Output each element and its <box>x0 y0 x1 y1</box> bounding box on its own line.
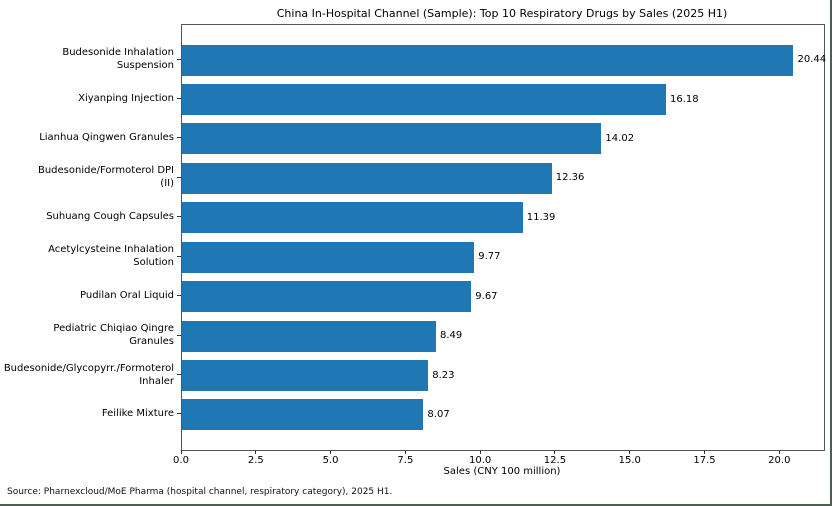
bar <box>182 399 424 431</box>
y-axis-category-label: Feilike Mixture <box>101 408 174 420</box>
y-axis-tick-mark <box>177 176 181 178</box>
y-axis-tick-mark <box>177 58 181 60</box>
y-axis-category-label: Xiyanping Injection <box>78 93 174 105</box>
bar <box>182 162 552 194</box>
bar <box>182 320 436 352</box>
bar-value-label: 8.07 <box>427 408 450 420</box>
y-axis-tick-mark <box>177 374 181 376</box>
bar <box>182 123 602 155</box>
x-axis-tick-label: 17.5 <box>693 455 716 466</box>
bar-value-label: 16.18 <box>670 93 699 105</box>
y-axis-category-label: Acetylcysteine Inhalation Solution <box>48 244 174 269</box>
y-axis-tick-mark <box>177 413 181 415</box>
x-axis-tick-mark <box>554 450 556 454</box>
x-axis-tick-label: 12.5 <box>543 455 567 466</box>
y-axis-category-label: Lianhua Qingwen Granules <box>39 132 174 144</box>
x-axis-tick-label: 10.0 <box>469 455 492 466</box>
bar <box>182 281 472 313</box>
chart-title: China In-Hospital Channel (Sample): Top … <box>276 7 728 20</box>
x-axis-tick-mark <box>180 450 182 454</box>
y-axis-tick-mark <box>177 334 181 336</box>
y-axis-category-label: Budesonide/Glycopyrr./Formoterol Inhaler <box>3 362 174 387</box>
x-axis-tick-label: 7.5 <box>397 455 414 466</box>
bar <box>182 44 794 76</box>
x-axis-tick-mark <box>704 450 706 454</box>
bar-value-label: 8.23 <box>432 369 455 381</box>
y-axis-category-label: Budesonide/Formoterol DPI (II) <box>37 165 174 190</box>
bar <box>182 241 475 273</box>
y-axis-tick-mark <box>177 98 181 100</box>
x-axis-tick-mark <box>778 450 780 454</box>
bar-value-label: 8.49 <box>439 330 463 342</box>
plot-area: 20.44 16.18 14.02 12.36 11.39 9.77 9.67 8.49 8.2… <box>181 24 827 451</box>
bar-value-label: 14.02 <box>605 132 635 144</box>
source-note: Source: Pharnexcloud/MoE Pharma (hospita… <box>7 487 393 497</box>
x-axis-tick-label: 0.0 <box>173 455 189 466</box>
x-axis-tick-label: 2.5 <box>247 455 264 466</box>
bar <box>182 84 667 116</box>
x-axis-tick-mark <box>479 450 481 454</box>
bar-value-label: 11.39 <box>526 211 556 223</box>
y-axis-tick-mark <box>177 255 181 257</box>
y-axis-tick-mark <box>177 295 181 297</box>
bar <box>182 360 429 392</box>
bar-value-label: 12.36 <box>555 172 585 184</box>
bar-value-label: 20.44 <box>797 54 827 66</box>
y-axis-category-label: Pudilan Oral Liquid <box>80 290 174 302</box>
x-axis-tick-mark <box>404 450 406 454</box>
x-axis-tick-label: 5.0 <box>322 455 339 466</box>
y-axis-tick-mark <box>177 216 181 218</box>
x-axis-label: Sales (CNY 100 million) <box>443 466 561 477</box>
x-axis-tick-label: 15.0 <box>618 455 641 466</box>
y-axis-category-label: Budesonide Inhalation Suspension <box>62 47 174 72</box>
x-axis-tick-label: 20.0 <box>768 455 791 466</box>
y-axis-category-label: Pediatric Chiqiao Qingre Granules <box>53 323 174 348</box>
bar-value-label: 9.77 <box>478 251 501 263</box>
y-axis-tick-mark <box>177 137 181 139</box>
x-axis-tick-mark <box>629 450 631 454</box>
bar <box>182 202 523 234</box>
y-axis-category-label: Suhuang Cough Capsules <box>46 211 174 223</box>
x-axis-tick-mark <box>255 450 257 454</box>
bar-value-label: 9.67 <box>475 290 498 302</box>
x-axis-tick-mark <box>330 450 332 454</box>
